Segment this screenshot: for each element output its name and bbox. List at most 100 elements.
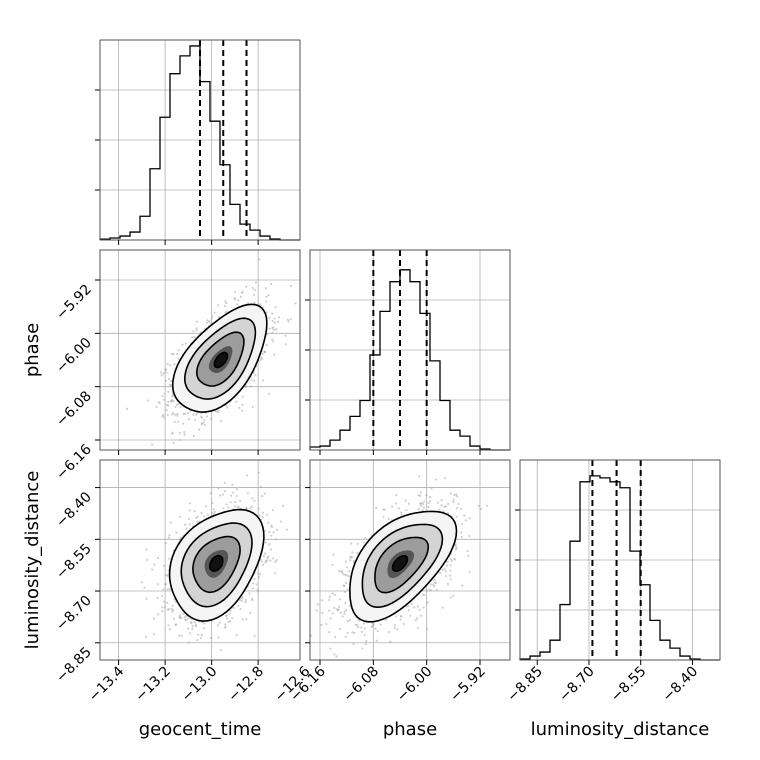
scatter-point	[264, 300, 268, 303]
scatter-point	[333, 653, 336, 656]
scatter-point	[428, 588, 431, 592]
scatter-point	[453, 557, 456, 560]
scatter-point	[303, 651, 305, 653]
scatter-point	[195, 516, 198, 520]
histogram-geocent_time	[99, 45, 300, 241]
scatter-point	[177, 403, 180, 406]
scatter-point	[188, 632, 192, 635]
scatter-point	[395, 493, 398, 496]
scatter-point	[164, 379, 167, 382]
scatter-point	[250, 378, 253, 381]
contour-line	[183, 317, 257, 400]
scatter-point	[463, 514, 466, 517]
scatter-point	[226, 406, 229, 409]
scatter-point	[236, 303, 239, 306]
scatter-point	[346, 631, 349, 635]
scatter-point	[466, 549, 469, 553]
scatter-point	[254, 374, 257, 377]
scatter-point	[430, 589, 433, 592]
scatter-point	[273, 317, 276, 320]
scatter-point	[245, 618, 248, 621]
scatter-point	[174, 413, 177, 416]
scatter-point	[457, 502, 460, 506]
scatter-point	[354, 623, 357, 626]
scatter-point	[320, 623, 323, 627]
scatter-point	[204, 505, 208, 508]
scatter-point	[259, 358, 262, 361]
scatter-point	[468, 570, 471, 574]
scatter-point	[125, 407, 129, 410]
contour-core	[209, 554, 224, 573]
scatter-point	[454, 544, 457, 547]
scatter-point	[422, 606, 425, 609]
scatter-point	[452, 500, 455, 504]
scatter-point	[194, 623, 197, 626]
scatter-point	[347, 570, 351, 573]
scatter-point	[399, 618, 402, 621]
scatter-point	[272, 531, 275, 534]
scatter-point	[251, 497, 254, 500]
scatter-point	[286, 318, 289, 321]
scatter-point	[357, 619, 360, 622]
scatter-point	[374, 627, 377, 630]
scatter-point	[343, 612, 346, 616]
scatter-point	[245, 507, 248, 510]
scatter-point	[452, 498, 455, 501]
scatter-point	[418, 475, 421, 478]
scatter-point	[187, 418, 190, 421]
scatter-point	[178, 515, 181, 518]
scatter-point	[271, 338, 274, 341]
scatter-point	[356, 542, 359, 545]
y-tick-label: −6.16	[53, 441, 95, 483]
scatter-point	[486, 504, 489, 507]
panel-frame	[309, 249, 511, 451]
scatter-point	[234, 500, 237, 503]
scatter-point	[342, 584, 345, 587]
scatter-point	[224, 300, 227, 303]
scatter-point	[426, 601, 429, 604]
scatter-point	[468, 517, 471, 520]
scatter-point	[164, 583, 167, 586]
scatter-point	[264, 561, 267, 564]
scatter-point	[161, 609, 164, 613]
scatter-point	[229, 501, 232, 504]
scatter-point	[272, 326, 275, 329]
contour-line	[180, 522, 253, 608]
scatter-point	[460, 535, 463, 539]
x-tick-label: −6.00	[394, 664, 436, 706]
scatter-point	[233, 291, 237, 294]
scatter-point	[197, 633, 200, 636]
scatter-point	[284, 343, 288, 346]
scatter-point	[260, 560, 263, 563]
scatter-point	[184, 412, 187, 415]
scatter-point	[145, 597, 148, 600]
y-axis-title: phase	[22, 323, 43, 377]
scatter-point	[235, 634, 238, 637]
scatter-point	[440, 504, 443, 507]
scatter-point	[341, 572, 344, 575]
scatter-point	[427, 505, 430, 508]
scatter-point	[456, 495, 459, 498]
scatter-point	[188, 523, 191, 526]
scatter-point	[267, 293, 270, 296]
scatter-point	[237, 299, 240, 302]
scatter-point	[245, 385, 248, 388]
scatter-point	[269, 559, 272, 562]
scatter-point	[454, 548, 458, 551]
scatter-point	[345, 566, 349, 569]
scatter-point	[455, 515, 458, 518]
scatter-point	[194, 413, 198, 416]
scatter-point	[203, 423, 206, 427]
scatter-point	[439, 571, 442, 575]
scatter-point	[172, 441, 175, 444]
scatter-point	[168, 557, 171, 560]
contour-line	[192, 535, 241, 594]
scatter-point	[232, 606, 235, 610]
hist-panel-phase	[305, 249, 511, 455]
scatter-point	[166, 588, 169, 591]
scatter-point	[217, 636, 220, 639]
scatter-point	[266, 559, 269, 562]
scatter-point	[429, 583, 433, 586]
scatter-point	[235, 487, 239, 491]
histogram-luminosity_distance	[519, 475, 720, 661]
